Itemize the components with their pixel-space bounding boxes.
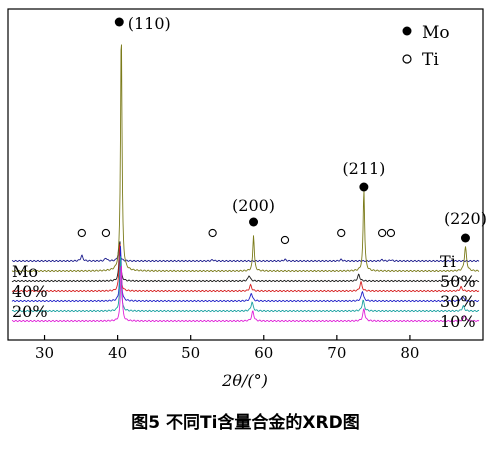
series-line [11,265,480,323]
series-line [11,246,480,263]
legend: Mo Ti [402,23,450,70]
legend-mo-marker [402,26,412,36]
legend-mo-label: Mo [422,23,450,43]
series-line [11,243,480,293]
series-label: Mo [12,262,38,281]
mo-peak-marker [460,233,470,243]
peak-label: (110) [128,14,171,33]
x-axis-title: 2θ/(°) [221,371,268,390]
x-tick-label: 40 [108,344,127,362]
x-tick-label: 80 [400,344,419,362]
series-label: 50% [440,272,476,291]
peak-label: (200) [232,196,275,215]
x-tick-label: 70 [327,344,346,362]
peak-label: (220) [444,209,487,228]
x-tick-label: 60 [254,344,273,362]
mo-peak-marker [359,182,369,192]
series-line [11,44,480,273]
ti-peak-marker [208,228,217,238]
ti-peak-marker [386,228,396,238]
series-line [11,256,480,313]
series-label: 30% [440,292,476,311]
x-axis-ticks: 30 40 50 60 70 80 [35,335,419,362]
x-tick-label: 50 [181,344,200,362]
legend-ti-label: Ti [422,50,439,70]
ti-peak-marker [280,235,290,245]
ti-peak-marker [77,228,86,238]
mo-peak-marker [114,17,124,27]
legend-ti-marker [402,54,412,64]
figure-caption: 图5 不同Ti含量合金的XRD图 [131,413,360,433]
ti-peak-marker [337,228,346,238]
ti-peak-marker [101,228,111,238]
x-tick-label: 30 [35,344,54,362]
plot-frame [7,8,484,341]
series-traces: Ti Mo 50% 40% 30% 20% 10% [11,44,480,331]
series-label: Ti [440,252,456,271]
series-label: 40% [12,282,48,301]
series-line [11,241,480,283]
peak-markers: (110) (200) (211) (220) [77,14,487,245]
mo-peak-marker [249,217,259,227]
series-label: 10% [440,312,476,331]
ti-peak-marker [378,228,387,238]
series-line [11,246,480,303]
peak-label: (211) [342,159,385,178]
series-label: 20% [12,302,48,321]
